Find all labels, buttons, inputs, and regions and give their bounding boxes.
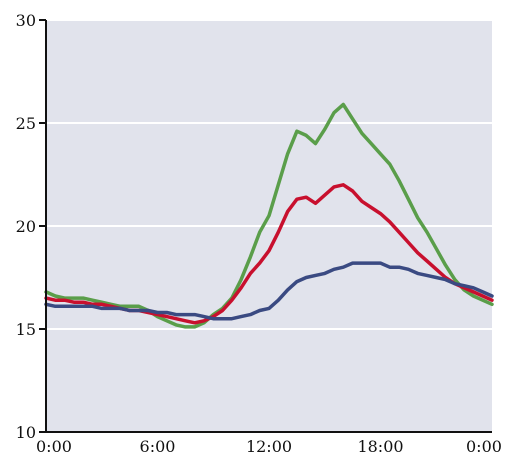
- gridlines: [46, 19, 492, 330]
- axes: [39, 19, 492, 433]
- series-line-3: [44, 261, 494, 321]
- x-tick-label: 0:00: [466, 437, 502, 456]
- x-axis-tick-labels: 0:00 6:00 12:00 18:00 0:00: [36, 437, 502, 456]
- y-tick-label: 30: [16, 11, 36, 30]
- y-axis-tick-labels: 10 15 20 25 30: [16, 11, 36, 442]
- series-line-1: [44, 102, 494, 329]
- y-tick-label: 20: [16, 217, 36, 236]
- y-tick-label: 15: [16, 320, 36, 339]
- x-tick-label: 6:00: [140, 437, 176, 456]
- x-tick-label: 12:00: [246, 437, 292, 456]
- series-lines: [44, 102, 494, 329]
- y-tick-label: 25: [16, 114, 36, 133]
- x-tick-label: 0:00: [36, 437, 72, 456]
- x-tick-label: 18:00: [357, 437, 403, 456]
- y-tick-label: 10: [16, 423, 36, 442]
